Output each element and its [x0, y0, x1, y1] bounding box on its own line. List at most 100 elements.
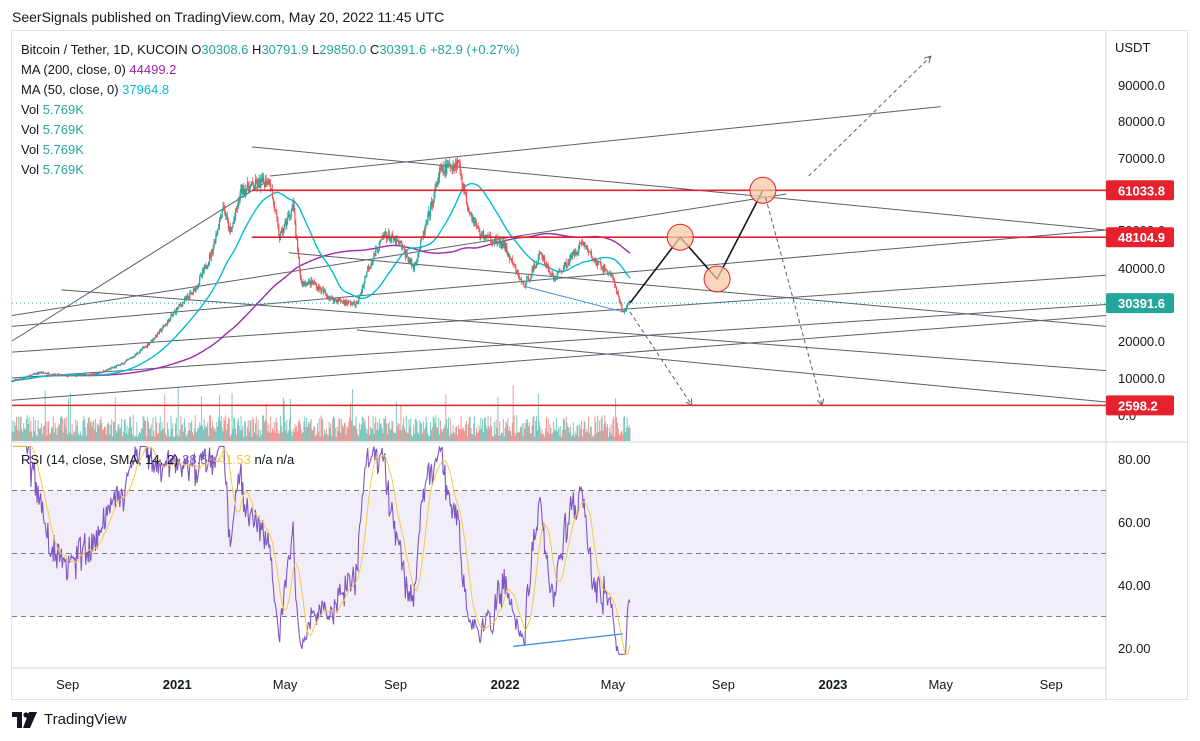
volume-bar: [57, 427, 59, 441]
candle-body: [233, 220, 235, 224]
candle-body: [249, 186, 251, 193]
candle-body: [385, 232, 387, 236]
candle-body: [103, 370, 106, 372]
candle-body: [474, 220, 477, 223]
volume-bar: [64, 417, 66, 441]
volume-bar: [298, 421, 300, 441]
candle-body: [568, 262, 570, 264]
trendline: [11, 193, 787, 316]
candle-body: [525, 283, 527, 288]
volume-bar: [328, 422, 330, 441]
candle-body: [485, 235, 487, 238]
volume-bar: [130, 426, 132, 441]
volume-bar: [590, 426, 592, 441]
candle-body: [87, 375, 89, 376]
legend-ma200-row[interactable]: MA (200, close, 0) 44499.2: [21, 62, 176, 77]
time-tick-label: May: [928, 677, 953, 692]
volume-bar: [77, 421, 79, 441]
candle-body: [617, 292, 619, 296]
volume-bar: [316, 423, 318, 441]
candle-body: [305, 282, 307, 286]
candle-body: [562, 267, 565, 272]
legend-vol-row-4[interactable]: Vol 5.769K: [21, 162, 84, 177]
volume-bar: [501, 433, 503, 441]
candle-body: [278, 224, 280, 235]
volume-bar: [479, 429, 481, 441]
volume-bar: [298, 419, 300, 441]
candle-body: [133, 356, 135, 358]
candle-body: [417, 254, 419, 259]
legend-vol-row-3[interactable]: Vol 5.769K: [21, 142, 84, 157]
volume-bar: [360, 424, 362, 441]
candle-body: [279, 232, 282, 240]
volume-bar: [288, 430, 290, 441]
volume-bar: [16, 429, 18, 441]
candle-body: [433, 193, 435, 203]
candle-body: [138, 353, 140, 355]
candle-body: [272, 198, 274, 202]
candle-body: [581, 242, 583, 244]
volume-bar: [601, 415, 603, 441]
candle-body: [448, 163, 451, 166]
candle-body: [502, 240, 504, 247]
candle-body: [94, 373, 97, 375]
volume-bar: [376, 429, 378, 441]
chart-frame[interactable]: [11, 30, 1188, 700]
volume-bar: [77, 433, 79, 441]
volume-bar: [246, 427, 248, 441]
candle-body: [456, 161, 458, 168]
volume-bar: [375, 416, 377, 441]
candle-body: [85, 375, 88, 376]
volume-bar: [108, 424, 110, 441]
volume-bar: [42, 426, 44, 441]
candle-body: [541, 253, 543, 257]
volume-bar: [385, 416, 387, 441]
candle-body: [531, 268, 533, 275]
volume-bar: [62, 432, 64, 441]
volume-bar: [606, 427, 608, 441]
legend-vol-row-2[interactable]: Vol 5.769K: [21, 122, 84, 137]
candle-body: [19, 378, 21, 380]
volume-bar: [386, 423, 388, 441]
candle-body: [413, 264, 415, 270]
candle-body: [236, 206, 239, 209]
candle-body: [88, 374, 90, 376]
volume-bar: [30, 420, 32, 441]
candle-body: [25, 376, 27, 378]
candle-body: [160, 329, 162, 332]
candle-body: [335, 299, 337, 301]
candle-body: [86, 375, 89, 376]
legend-rsi-row[interactable]: RSI (14, close, SMA, 14, 2) 38.54 41.53 …: [21, 452, 294, 467]
volume-bar: [598, 420, 600, 441]
volume-bar: [186, 434, 188, 441]
candle-body: [189, 292, 191, 299]
candle-body: [406, 252, 408, 257]
volume-bar: [448, 436, 450, 441]
candle-body: [427, 214, 429, 223]
candle-body: [141, 347, 143, 350]
volume-bar: [294, 423, 296, 441]
legend-vol-row-1[interactable]: Vol 5.769K: [21, 102, 84, 117]
candle-body: [50, 374, 53, 376]
volume-bar: [533, 415, 535, 441]
volume-bar: [244, 421, 246, 441]
candle-body: [468, 211, 470, 214]
volume-bar: [612, 419, 614, 441]
candle-body: [103, 370, 105, 373]
candle-body: [435, 185, 437, 188]
volume-bar: [236, 421, 238, 441]
tradingview-footer[interactable]: TradingView: [12, 711, 127, 728]
volume-bar: [553, 421, 555, 441]
volume-bar: [287, 433, 289, 441]
volume-bar: [492, 436, 494, 441]
volume-bar: [426, 422, 428, 441]
candle-body: [295, 223, 297, 237]
volume-bar: [626, 417, 628, 441]
candle-body: [310, 279, 312, 286]
volume-bar: [300, 429, 302, 441]
volume-bar: [102, 429, 104, 441]
candle-body: [614, 280, 616, 286]
legend-ma50-row[interactable]: MA (50, close, 0) 37964.8: [21, 82, 169, 97]
volume-bar: [618, 434, 620, 441]
